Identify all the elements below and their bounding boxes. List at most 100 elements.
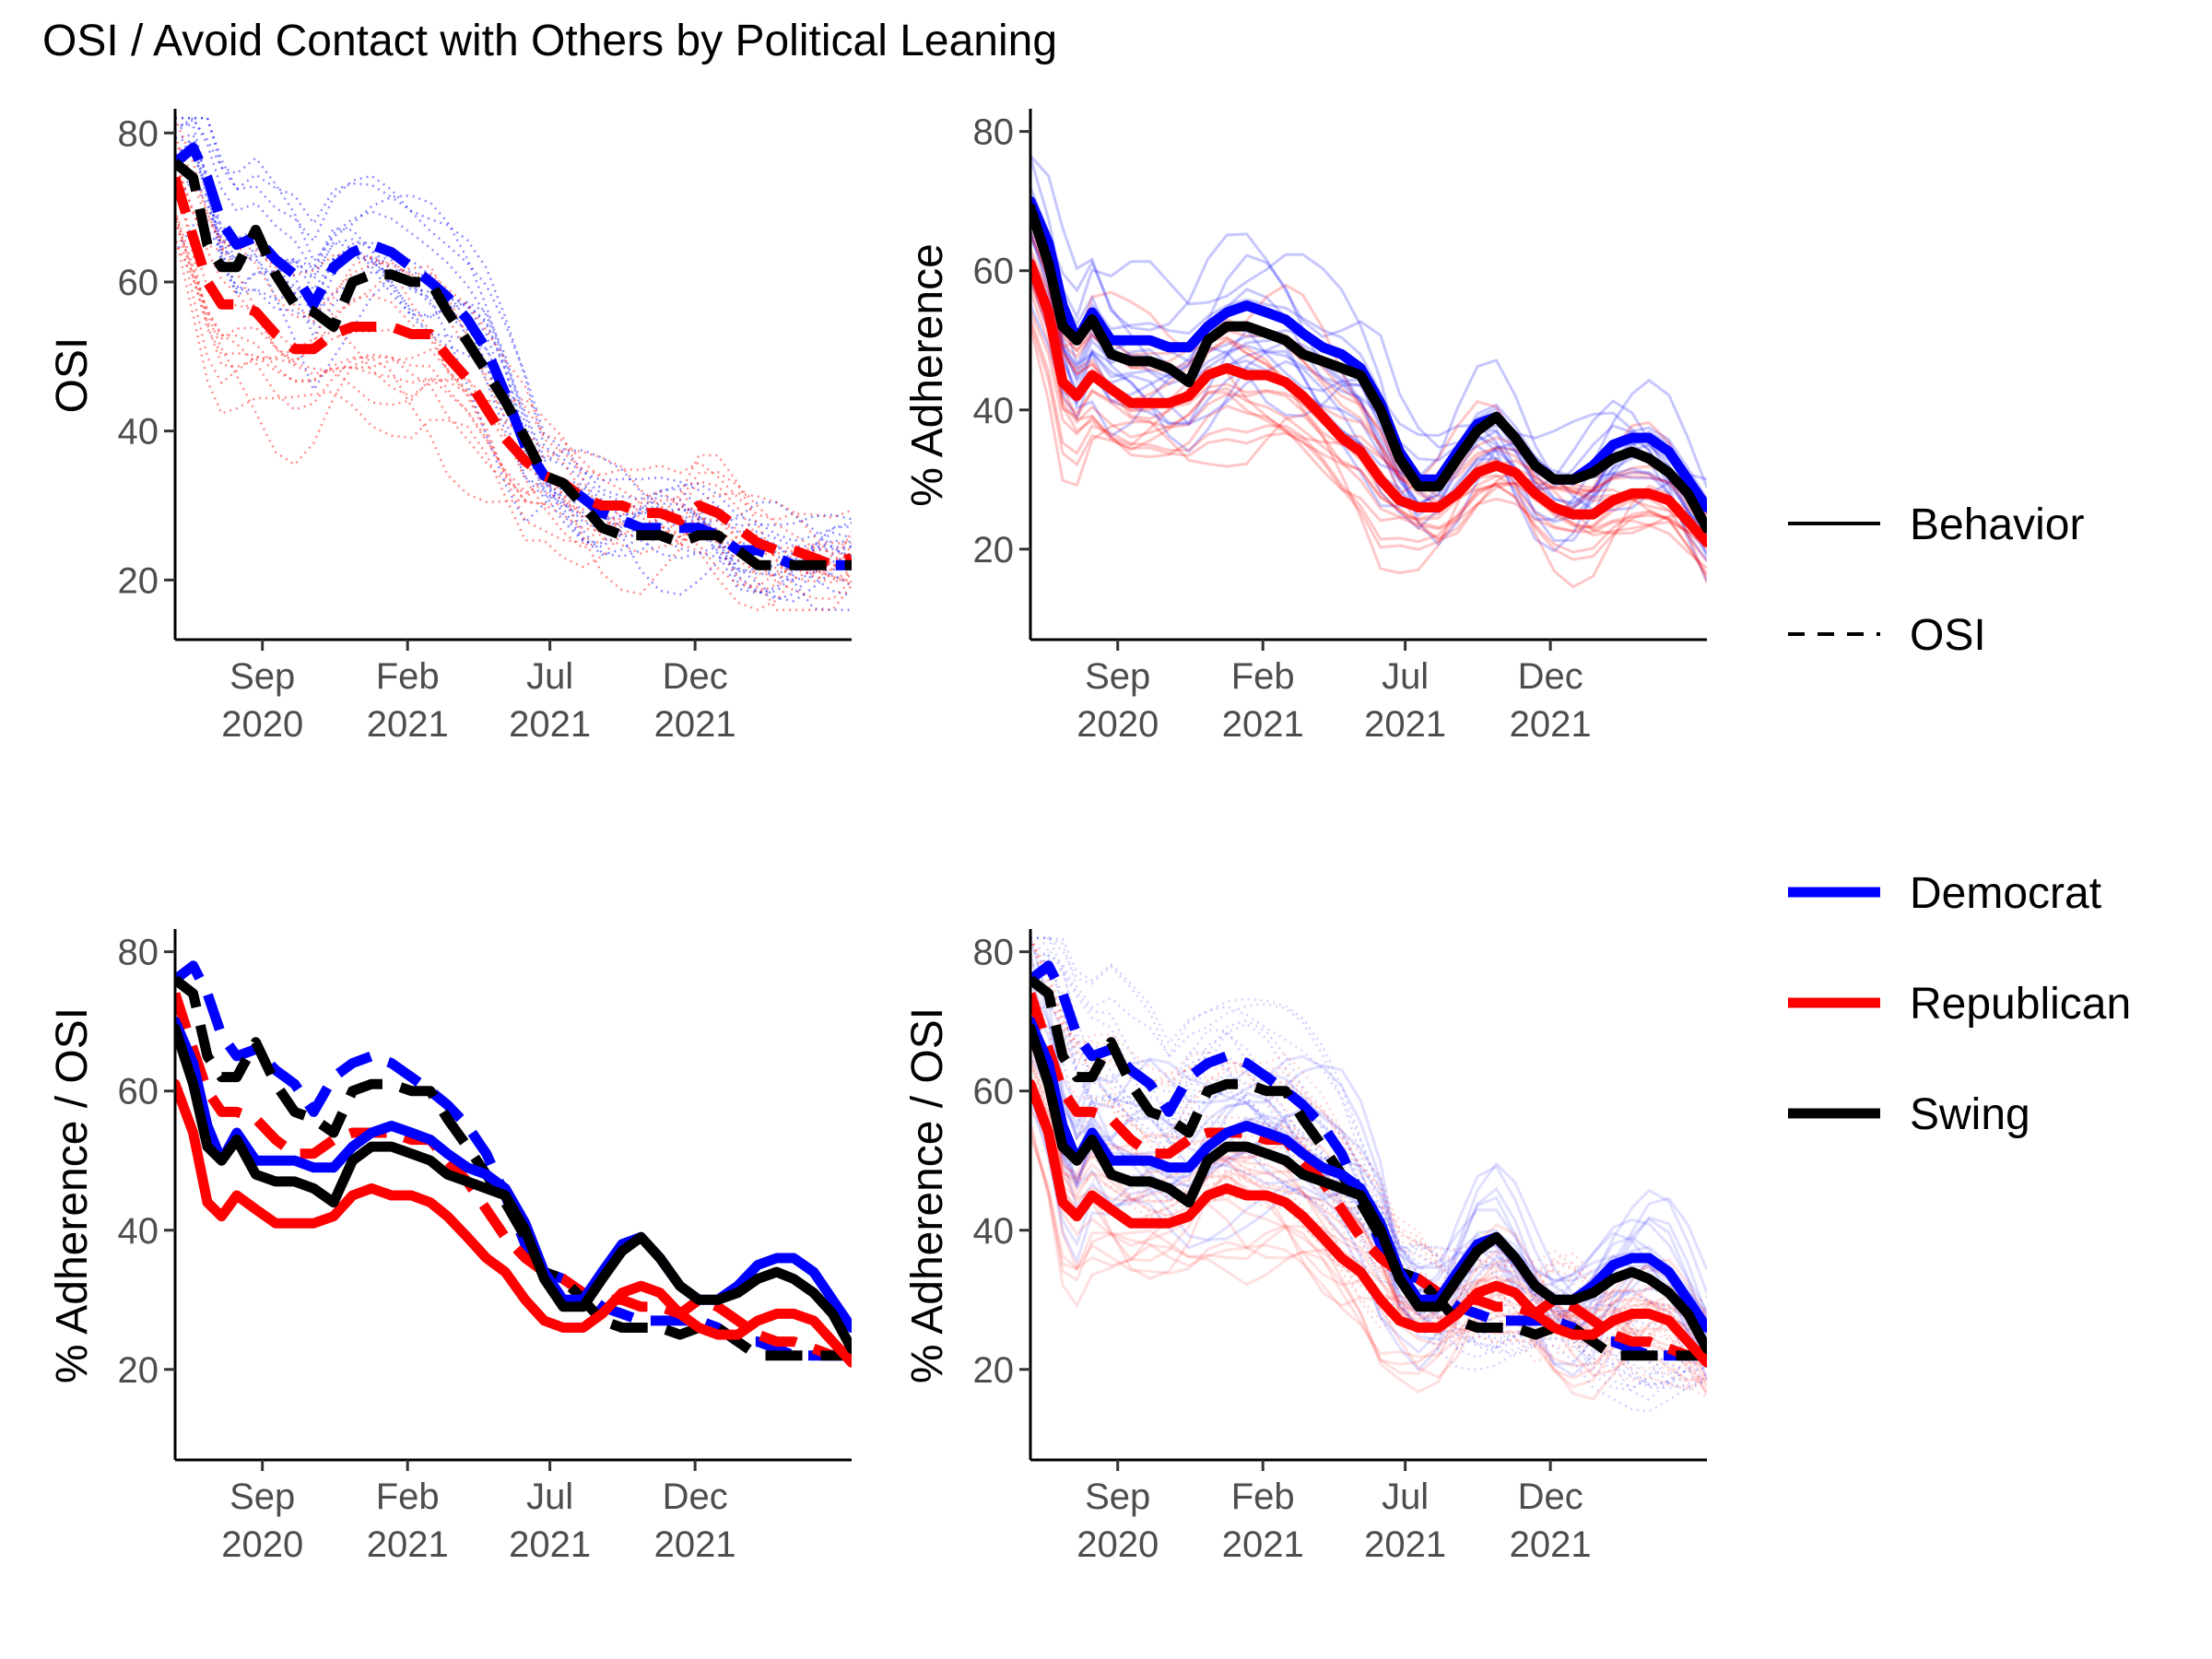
legend-label-osi: OSI [1910,611,1986,660]
plot-area [1030,935,1707,1413]
x-tick-label: Jul [526,656,573,697]
state-trace-democrat [1030,981,1707,1312]
y-tick-label: 80 [118,933,159,973]
x-tick-label: Feb [376,1477,440,1517]
x-tick-label: 2021 [367,704,449,745]
state-trace-republican [1030,1132,1707,1396]
state-trace-republican [175,162,852,574]
x-tick-label: Sep [1085,1477,1150,1517]
y-tick-label: 60 [118,263,159,303]
state-trace-democrat [175,116,852,543]
state-trace-republican [1030,326,1707,589]
y-tick-label: 40 [118,1211,159,1252]
series-republican-behavior [1030,258,1707,547]
state-trace-republican [1030,281,1707,550]
y-tick-label: 40 [118,412,159,453]
state-trace-republican [1030,976,1707,1347]
x-tick-label: 2021 [1510,704,1592,745]
state-trace-republican [175,212,852,582]
x-tick-label: 2021 [1364,1524,1446,1565]
state-trace-democrat [1030,232,1707,525]
legend-label-republican: Republican [1910,980,2131,1029]
y-tick-label: 60 [973,252,1015,292]
state-trace-democrat [1030,952,1707,1391]
state-trace-democrat [1030,999,1707,1386]
x-tick-label: Sep [229,1477,295,1517]
state-trace-republican [1030,218,1707,531]
y-axis-title: % Adherence / OSI [903,1007,952,1383]
series-swing-osi [175,159,852,571]
state-trace-democrat [175,116,852,527]
state-trace-republican [1030,1057,1707,1399]
state-trace-democrat [175,137,852,582]
x-tick-label: 2021 [1222,704,1304,745]
y-tick-label: 80 [973,112,1015,153]
series-swing-osi [1030,975,1707,1361]
series-republican-behavior [1030,1078,1707,1368]
panels: 20 40 60 80 Sep 2020 Feb 2021 Jul 2021 Dec 2021 OSI 2… [48,109,1707,1565]
state-trace-republican [1030,256,1707,542]
panel-top-left: 20 40 60 80 Sep 2020 Feb 2021 Jul 2021 Dec 2021 OSI [48,109,852,745]
state-trace-republican [1030,291,1707,562]
state-trace-democrat [175,116,852,548]
state-trace-republican [1030,1135,1707,1394]
state-trace-democrat [1030,998,1707,1314]
chart-title: OSI / Avoid Contact with Others by Polit… [42,17,1057,65]
y-tick-label: 60 [118,1072,159,1112]
y-tick-label: 20 [973,1350,1015,1391]
y-axis-title: % Adherence [903,243,952,507]
state-trace-republican [175,135,852,555]
series-swing-behavior [1030,1023,1707,1354]
plot-area [175,116,852,612]
state-trace-republican [1030,936,1707,1318]
state-trace-democrat [175,123,852,594]
x-tick-label: Sep [229,656,295,697]
x-tick-label: Dec [663,656,728,697]
x-tick-label: 2020 [1077,1524,1159,1565]
state-trace-republican [1030,997,1707,1357]
x-tick-label: Dec [1518,656,1583,697]
series-republican-osi [175,992,852,1361]
state-trace-republican [1030,1059,1707,1351]
x-tick-label: 2021 [367,1524,449,1565]
y-tick-label: 40 [973,391,1015,431]
x-tick-label: 2021 [654,704,736,745]
x-tick-label: 2021 [509,1524,591,1565]
x-tick-label: Dec [1518,1477,1583,1517]
state-trace-republican [1030,317,1707,575]
state-trace-republican [175,214,852,588]
state-trace-republican [1030,1124,1707,1401]
series-swing-osi [175,975,852,1361]
x-tick-label: Jul [526,1477,573,1517]
state-trace-democrat [1030,1054,1707,1359]
state-trace-republican [175,141,852,583]
state-trace-republican [1030,1074,1707,1365]
state-trace-republican [1030,937,1707,1317]
x-tick-label: Jul [1382,656,1429,697]
x-tick-label: 2020 [1077,704,1159,745]
legend-label-democrat: Democrat [1910,869,2101,918]
state-trace-democrat [1030,957,1707,1389]
x-tick-label: Sep [1085,656,1150,697]
state-trace-republican [1030,1110,1707,1382]
y-tick-label: 20 [118,560,159,601]
state-trace-republican [1030,255,1707,538]
state-trace-republican [175,211,852,579]
plot-area [175,960,852,1368]
panel-top-right: 20 40 60 80 Sep 2020 Feb 2021 Jul 2021 Dec 2021 % Ad… [903,109,1707,745]
series-republican-osi [175,176,852,571]
y-tick-label: 40 [973,1211,1015,1252]
y-axis-title: % Adherence / OSI [48,1007,97,1383]
y-axis-title: OSI [48,337,97,414]
x-tick-label: 2020 [221,704,303,745]
plot-area [1030,154,1707,589]
state-trace-republican [1030,937,1707,1314]
panel-bottom-left: 20 40 60 80 Sep 2020 Feb 2021 Jul 2021 Dec 2021 % Ad… [48,929,852,1565]
x-tick-label: 2020 [221,1524,303,1565]
y-tick-label: 80 [973,933,1015,973]
state-trace-republican [1030,214,1707,516]
series-democrat-behavior [1030,195,1707,512]
state-trace-democrat [175,133,852,576]
series-republican-behavior [175,1078,852,1368]
